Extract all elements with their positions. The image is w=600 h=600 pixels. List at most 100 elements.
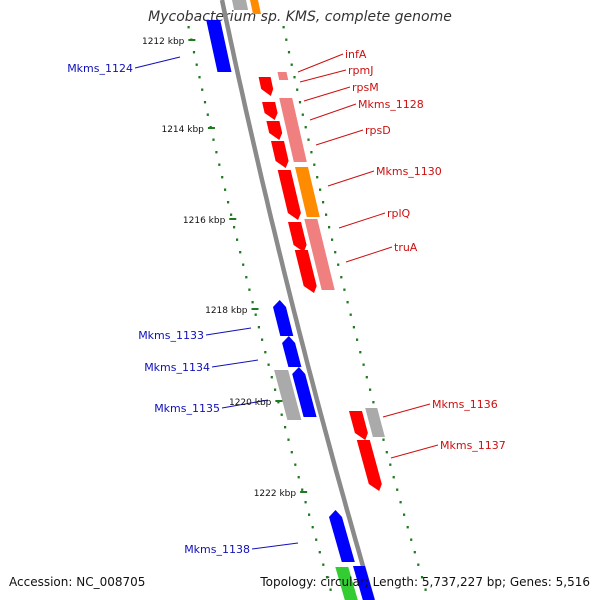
gene-label-right: Mkms_1130 — [376, 165, 442, 178]
gene-orange-box — [295, 167, 320, 217]
gene-Mkms_1137-arrow — [356, 440, 382, 491]
outer-dot — [284, 426, 287, 429]
outer-dot — [187, 26, 190, 29]
kbp-tick-label: 1218 kbp — [205, 306, 248, 316]
gene-rpmJ-box — [277, 72, 289, 80]
gene-truA-box — [304, 219, 335, 290]
inner-dot — [352, 326, 355, 329]
gene-label-right: Mkms_1137 — [440, 439, 506, 452]
gene-Mkms_1136-box — [365, 408, 385, 437]
inner-dot — [282, 26, 285, 29]
inner-dot — [337, 263, 340, 266]
inner-dot — [285, 38, 288, 41]
gene-top-gray — [232, 0, 249, 10]
gene-truA-arrow — [294, 250, 317, 293]
gene-top-orange — [250, 0, 261, 14]
outer-dot — [251, 301, 254, 304]
leader-line-left — [221, 399, 269, 409]
gene-label-right: infA — [345, 48, 367, 61]
outer-dot — [224, 188, 227, 191]
outer-dot — [239, 251, 242, 254]
gene-labels: Mkms_1124 Mkms_1133 Mkms_1134 Mkms_1135 Mkms… — [67, 48, 506, 556]
inner-dot — [359, 351, 362, 354]
inner-dot — [334, 251, 337, 254]
outer-dot — [270, 376, 273, 379]
kbp-tick-label: 1220 kbp — [229, 398, 272, 408]
outer-dot — [304, 501, 307, 504]
inner-dot — [349, 313, 352, 316]
gene-Mkms_1138b-arrow — [335, 567, 358, 600]
inner-dot — [298, 101, 302, 104]
inner-dot — [313, 163, 316, 166]
inner-dot — [372, 401, 375, 404]
gene-label-left: Mkms_1133 — [138, 329, 204, 342]
outer-dot — [215, 151, 218, 154]
outer-dot — [301, 488, 304, 491]
outer-dot — [318, 551, 321, 554]
leader-line-right — [297, 53, 344, 73]
outer-dot — [308, 513, 311, 516]
outer-dot — [218, 163, 221, 166]
inner-dot — [287, 51, 291, 54]
outer-dot — [227, 201, 230, 204]
inner-dot — [365, 376, 368, 379]
outer-dot — [254, 313, 257, 316]
gene-infA-arrow — [258, 77, 274, 96]
outer-dot — [195, 63, 198, 66]
gene-Mkms_1135-arrow — [292, 367, 317, 417]
gene-rplQ2-arrow — [288, 222, 307, 252]
inner-dot — [369, 388, 372, 391]
outer-dot — [192, 51, 196, 54]
inner-dot — [406, 526, 409, 529]
leader-line-right — [382, 403, 431, 418]
leader-line-left — [211, 359, 259, 368]
outer-dot — [290, 451, 293, 454]
gene-Mkms_1138c-arrow — [353, 566, 375, 600]
gene-label-left: Mkms_1134 — [144, 361, 210, 374]
gene-Mkms_1124-arrow — [206, 20, 232, 72]
outer-dot — [297, 476, 300, 479]
outer-dot — [248, 288, 251, 291]
leader-line-left — [205, 327, 252, 336]
outer-dot — [294, 463, 297, 466]
inner-dot — [316, 176, 319, 179]
gene-rplQ-arrow — [277, 170, 301, 220]
inner-tick-dots — [282, 26, 427, 591]
inner-dot — [392, 476, 395, 479]
backbone-line — [219, 0, 375, 600]
gene-Mkms_1135-box — [274, 370, 302, 420]
kbp-tick-label: 1216 kbp — [183, 216, 226, 226]
gene-label-right: rpmJ — [348, 64, 373, 77]
inner-dot — [413, 551, 416, 554]
inner-dot — [310, 151, 313, 154]
inner-dot — [290, 63, 293, 66]
inner-dot — [420, 576, 424, 579]
outer-dot — [311, 526, 314, 529]
inner-dot — [296, 88, 299, 91]
gene-rpsM-box — [279, 98, 307, 162]
kbp-tick-labels: 1212 kbp 1214 kbp 1216 kbp 1218 kbp 1220 kbp… — [142, 37, 308, 499]
outer-dot — [277, 401, 280, 404]
genome-backbone — [219, 0, 375, 600]
leader-line-left — [134, 56, 181, 69]
inner-dot — [328, 226, 331, 229]
gene-Mkms_1138-arrow — [329, 510, 355, 562]
inner-dot — [424, 588, 427, 591]
inner-dot — [319, 188, 322, 191]
outer-dot — [233, 226, 236, 229]
outer-dot — [236, 238, 239, 241]
gene-label-right: rpsM — [352, 81, 379, 94]
outer-dot — [221, 176, 224, 179]
label-leader-lines — [134, 53, 439, 550]
inner-dot — [307, 138, 310, 141]
outer-dot — [212, 138, 215, 141]
gene-Mkms_1130-arrow — [271, 141, 289, 168]
gene-label-right: rpsD — [365, 124, 391, 137]
inner-dot — [322, 201, 325, 204]
inner-dot — [356, 338, 359, 341]
gene-Mkms_1134-arrow — [282, 336, 302, 367]
inner-dot — [325, 213, 328, 216]
outer-dot — [267, 363, 270, 366]
outer-tick-dots — [187, 26, 332, 591]
outer-dot — [287, 438, 290, 441]
